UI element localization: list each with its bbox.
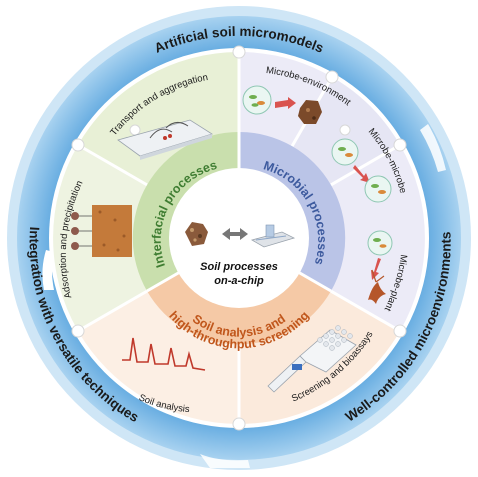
microbe-plant-icon (367, 230, 393, 304)
microbe-microbe-icon (331, 138, 392, 203)
adsorption-icon (71, 205, 132, 257)
spectrum-plot-icon (122, 337, 206, 371)
center-circle (169, 168, 309, 308)
soil-aggregate-icon (185, 222, 208, 246)
ring-arrow-bottom (200, 454, 250, 468)
center-line2: on-a-chip (214, 275, 264, 287)
transport-chip-icon (117, 119, 213, 160)
microbe-environment-icon (242, 85, 322, 124)
chip-icon (250, 224, 296, 248)
double-arrow-icon (222, 228, 248, 240)
screening-icon (267, 325, 357, 393)
center-line1: Soil processes (200, 261, 278, 273)
ring-arrow-right (420, 124, 446, 172)
